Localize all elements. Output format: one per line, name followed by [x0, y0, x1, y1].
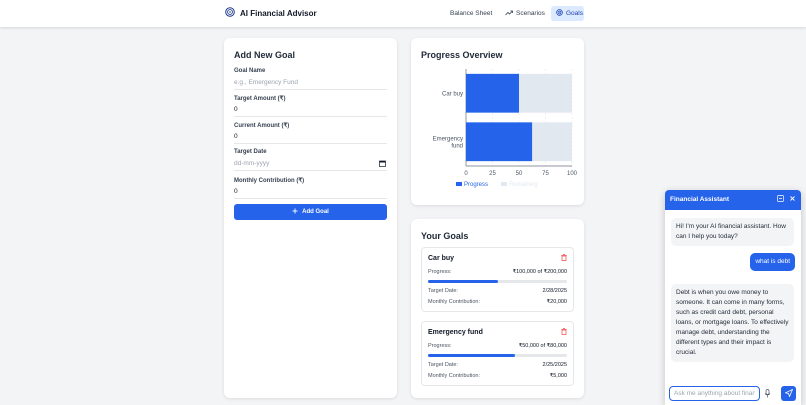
x-tick-label: 50: [516, 171, 523, 177]
current-amount-label: Current Amount (₹): [234, 123, 290, 129]
chat-widget: Financial Assistant Hi! I'm your AI fina…: [665, 190, 801, 405]
chat-message-user: what is debt: [750, 253, 795, 271]
x-tick-label: 25: [489, 171, 496, 177]
brand[interactable]: AI Financial Advisor: [225, 7, 317, 19]
target-date-value: 2/28/2025: [542, 288, 567, 294]
chat-messages: Hi! I'm your AI financial assistant. How…: [665, 210, 801, 374]
your-goals-card: Your Goals Car buy Progress: ₹100,000 of…: [411, 219, 584, 398]
target-date-label: Target Date:: [428, 362, 458, 368]
progress-value: ₹100,000 of ₹200,000: [512, 269, 567, 275]
y-tick-label: fund: [451, 143, 463, 149]
goal-progress-fill: [428, 354, 515, 357]
progress-overview-card: Progress Overview 0 25 50 75 100 Car buy Emerg…: [411, 38, 584, 205]
legend-swatch-remaining: [501, 182, 507, 186]
goal-monthly-row: Monthly Contribution: ₹20,000: [428, 299, 567, 305]
target-date-label: Target Date: [234, 149, 267, 155]
your-goals-title: Your Goals: [421, 231, 469, 241]
legend-label-progress: Progress: [464, 182, 488, 188]
goal-name: Emergency fund: [428, 329, 483, 336]
nav-scenarios[interactable]: Scenarios: [500, 6, 550, 21]
progress-label: Progress:: [428, 269, 452, 275]
nav-balance-sheet[interactable]: Balance Sheet: [445, 6, 497, 21]
target-date-label: Target Date:: [428, 288, 458, 294]
monthly-contribution-input[interactable]: [234, 185, 387, 199]
bar-progress: [466, 73, 519, 113]
add-goal-button-label: Add Goal: [302, 209, 329, 215]
close-icon[interactable]: [789, 195, 796, 204]
goal-monthly-row: Monthly Contribution: ₹5,000: [428, 373, 567, 379]
calendar-icon[interactable]: [379, 160, 386, 169]
plus-icon: [292, 208, 298, 216]
monthly-label: Monthly Contribution:: [428, 373, 480, 379]
x-tick-label: 0: [464, 171, 468, 177]
goal-date-row: Target Date: 2/25/2025: [428, 362, 567, 368]
microphone-icon[interactable]: [764, 389, 771, 400]
add-goal-card: Add New Goal Goal Name Target Amount (₹)…: [224, 38, 397, 398]
send-icon: [783, 388, 793, 399]
goal-name-input[interactable]: [234, 76, 387, 90]
y-tick-label: Emergency: [433, 136, 463, 142]
delete-goal-icon[interactable]: [561, 254, 567, 263]
nav-balance-sheet-label: Balance Sheet: [450, 10, 493, 17]
chat-title: Financial Assistant: [670, 196, 729, 203]
bar-progress: [466, 122, 533, 162]
nav-goals[interactable]: Goals: [551, 6, 584, 21]
progress-overview-title: Progress Overview: [421, 50, 503, 60]
bar-remaining: [532, 122, 572, 162]
send-button[interactable]: [781, 386, 796, 401]
add-goal-button[interactable]: Add Goal: [234, 204, 387, 220]
target-amount-label: Target Amount (₹): [234, 96, 286, 102]
goal-progress-bar: [428, 354, 567, 357]
x-tick-label: 100: [567, 171, 578, 177]
delete-goal-icon[interactable]: [561, 328, 567, 337]
target-icon: [556, 9, 563, 18]
monthly-label: Monthly Contribution:: [428, 299, 480, 305]
goal-card-car-buy: Car buy Progress: ₹100,000 of ₹200,000 T…: [421, 247, 574, 312]
chat-input[interactable]: [669, 386, 760, 401]
goal-progress-row: Progress: ₹100,000 of ₹200,000: [428, 269, 567, 275]
legend-swatch-progress: [456, 182, 462, 186]
goal-progress-fill: [428, 280, 498, 283]
x-tick-label: 75: [542, 171, 549, 177]
goal-progress-row: Progress: ₹50,000 of ₹80,000: [428, 343, 567, 349]
trending-up-icon: [505, 10, 513, 18]
target-amount-input[interactable]: [234, 103, 387, 117]
app-title: AI Financial Advisor: [240, 8, 317, 18]
minimize-icon[interactable]: [777, 195, 784, 204]
add-goal-title: Add New Goal: [234, 50, 296, 60]
top-navbar: AI Financial Advisor Balance Sheet Scena…: [0, 0, 806, 27]
progress-value: ₹50,000 of ₹80,000: [518, 343, 567, 349]
goal-date-row: Target Date: 2/28/2025: [428, 288, 567, 294]
goal-name-label: Goal Name: [234, 68, 266, 74]
y-tick-label: Car buy: [442, 91, 463, 97]
chat-header: Financial Assistant: [665, 190, 801, 210]
bar-remaining: [519, 73, 572, 113]
target-date-input[interactable]: [234, 157, 387, 171]
legend-label-remaining: Remaining: [509, 182, 538, 188]
current-amount-input[interactable]: [234, 130, 387, 144]
chat-message-bot: Debt is when you owe money to someone. I…: [671, 284, 794, 362]
monthly-value: ₹5,000: [549, 373, 567, 379]
goal-name: Car buy: [428, 255, 455, 262]
target-logo-icon: [225, 7, 235, 19]
monthly-value: ₹20,000: [546, 299, 567, 305]
nav-goals-label: Goals: [566, 10, 583, 17]
monthly-contribution-label: Monthly Contribution (₹): [234, 178, 305, 184]
goal-card-emergency-fund: Emergency fund Progress: ₹50,000 of ₹80,…: [421, 321, 574, 386]
progress-label: Progress:: [428, 343, 452, 349]
nav-scenarios-label: Scenarios: [516, 10, 545, 17]
goal-progress-bar: [428, 280, 567, 283]
target-date-value: 2/25/2025: [542, 362, 567, 368]
chat-message-bot: Hi! I'm your AI financial assistant. How…: [671, 218, 794, 246]
